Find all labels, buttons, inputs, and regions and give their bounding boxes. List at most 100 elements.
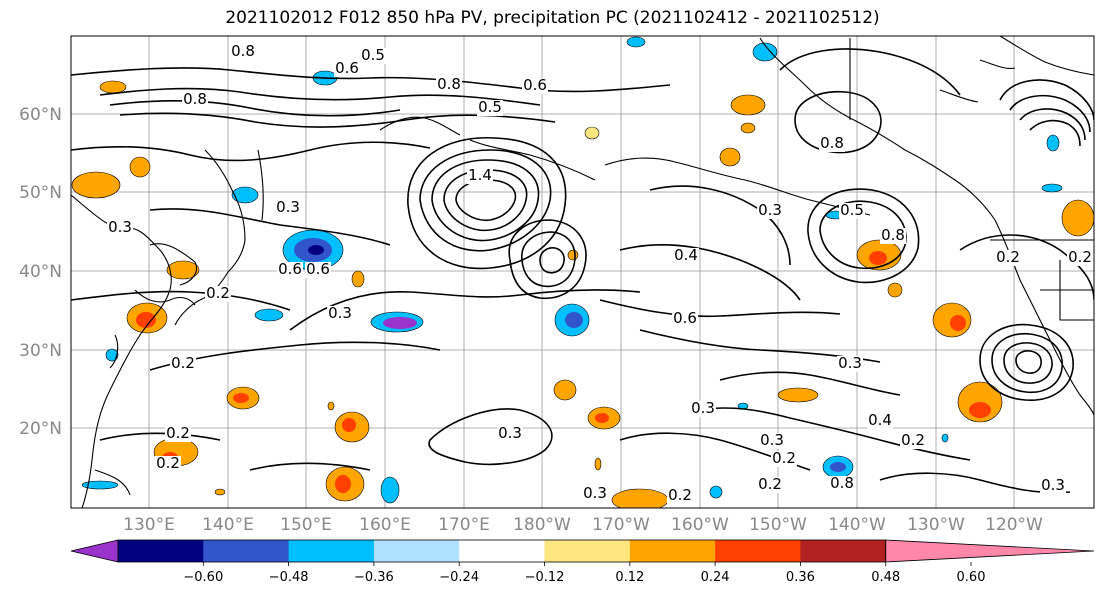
- contour-label-bg: [205, 286, 231, 302]
- precip-blob-negative: [709, 485, 723, 499]
- contour-label-bg: [360, 48, 386, 64]
- contour-label-bg: [757, 477, 783, 493]
- precip-blob-positive: [99, 80, 127, 94]
- colorbar-tick-label: −0.36: [354, 570, 394, 585]
- contour-label-bg: [672, 311, 698, 327]
- contour-label: 0.8: [183, 90, 207, 108]
- precip-blob-negative: [308, 245, 324, 255]
- precip-blob-positive: [335, 475, 351, 493]
- contour-label-bg: [1067, 250, 1093, 266]
- contour-label: 0.2: [156, 454, 180, 472]
- contour-label-bg: [327, 306, 353, 322]
- colorbar-tick-label: 0.48: [871, 570, 900, 585]
- precip-blob-negative: [1046, 134, 1060, 152]
- contour-label: 0.5: [840, 201, 864, 219]
- contour-label: 1.4: [468, 166, 492, 184]
- precip-blob-positive: [129, 156, 151, 178]
- colorbar-extend-min: [70, 539, 119, 563]
- longitude-label: 160°E: [359, 515, 411, 535]
- colorbar: [70, 539, 1095, 563]
- contour-label-bg: [155, 456, 181, 472]
- longitude-label: 140°E: [202, 515, 254, 535]
- colorbar-segment: [288, 540, 375, 562]
- contour-label: 0.3: [760, 431, 784, 449]
- contour-label-bg: [667, 488, 693, 504]
- precip-blob-positive: [567, 249, 579, 261]
- colorbar-segment: [459, 540, 545, 562]
- contour-label-bg: [170, 356, 196, 372]
- colorbar-tick-label: −0.24: [439, 570, 479, 585]
- colorbar-extend-max: [885, 539, 1095, 563]
- contour-label: 0.6: [306, 260, 330, 278]
- longitude-label: 150°W: [749, 515, 807, 535]
- precip-blob-positive: [342, 418, 356, 432]
- contour-label-bg: [867, 413, 893, 429]
- contour-label: 0.8: [881, 226, 905, 244]
- contour-label: 0.8: [231, 42, 255, 60]
- contour-label-bg: [497, 426, 523, 442]
- contour-label: 0.2: [772, 449, 796, 467]
- colorbar-outline: [117, 539, 887, 563]
- contour-label-bg: [230, 44, 256, 60]
- precip-blob-positive: [584, 126, 600, 140]
- precip-blob-positive: [1061, 199, 1094, 237]
- precip-blob-positive: [594, 457, 602, 471]
- colorbar-tick-label: −0.60: [183, 570, 223, 585]
- contour-label-bg: [165, 426, 191, 442]
- latitude-label: 40°N: [19, 262, 62, 282]
- contour-label-bg: [467, 168, 493, 184]
- contour-label-bg: [819, 136, 845, 152]
- latitude-label: 20°N: [19, 419, 62, 439]
- longitude-label: 150°E: [280, 515, 332, 535]
- contour-label: 0.6: [335, 59, 359, 77]
- longitude-labels: 130°E 140°E 150°E 160°E 170°E 180°W 170°W 160°W…: [123, 515, 1043, 535]
- colorbar-segment: [715, 540, 801, 562]
- precip-blob-positive: [327, 401, 335, 411]
- contour-label-bg: [995, 250, 1021, 266]
- longitude-label: 130°W: [907, 515, 965, 535]
- contour-label: 0.3: [498, 424, 522, 442]
- contour-label-bg: [582, 486, 608, 502]
- map-title: 2021102012 F012 850 hPa PV, precipitatio…: [225, 8, 880, 28]
- precip-blob-positive: [777, 387, 819, 403]
- precip-blob-negative: [1041, 183, 1063, 193]
- contour-label-bg: [829, 476, 855, 492]
- contour-label: 0.2: [206, 284, 230, 302]
- contour-label: 0.3: [838, 354, 862, 372]
- longitude-label: 170°E: [438, 515, 490, 535]
- colorbar-tick-label: −0.12: [525, 570, 565, 585]
- precip-blob-positive: [969, 402, 991, 418]
- contour-label-bg: [757, 203, 783, 219]
- contour-label: 0.2: [758, 475, 782, 493]
- latitude-labels: 20°N 30°N 40°N 50°N 60°N: [19, 105, 62, 439]
- contour-label: 0.3: [583, 484, 607, 502]
- precip-blob-positive: [166, 260, 200, 280]
- precip-blob-positive: [730, 94, 766, 116]
- precip-blob-positive: [553, 379, 577, 401]
- contour-label: 0.3: [328, 304, 352, 322]
- contour-label: 0.2: [668, 486, 692, 504]
- contour-label: 0.5: [361, 46, 385, 64]
- longitude-label: 180°W: [513, 515, 571, 535]
- precip-blob-positive: [950, 315, 966, 331]
- contour-labels: 0.8 0.50.60.80.8 0.50.60.30.30.61.40.30.20…: [107, 42, 1093, 504]
- precip-blob-negative: [81, 480, 119, 490]
- contour-label: 0.5: [478, 98, 502, 116]
- precip-blob-positive: [214, 488, 226, 496]
- contour-label: 0.8: [820, 134, 844, 152]
- precip-blob-negative: [626, 36, 646, 48]
- contour-label-bg: [277, 262, 303, 278]
- colorbar-tick-label: −0.48: [269, 570, 309, 585]
- colorbar-tick-label: 0.24: [701, 570, 730, 585]
- longitude-label: 130°E: [123, 515, 175, 535]
- contour-label-bg: [182, 92, 208, 108]
- contour-label: 0.2: [1068, 248, 1092, 266]
- colorbar-tick-label: 0.60: [957, 570, 986, 585]
- contour-label: 0.6: [523, 76, 547, 94]
- precip-blob-positive: [719, 147, 741, 167]
- precip-blob-negative: [105, 348, 119, 362]
- contour-label-bg: [771, 451, 797, 467]
- contour-label: 0.4: [868, 411, 892, 429]
- contour-label: 0.3: [108, 218, 132, 236]
- colorbar-segment: [629, 540, 716, 562]
